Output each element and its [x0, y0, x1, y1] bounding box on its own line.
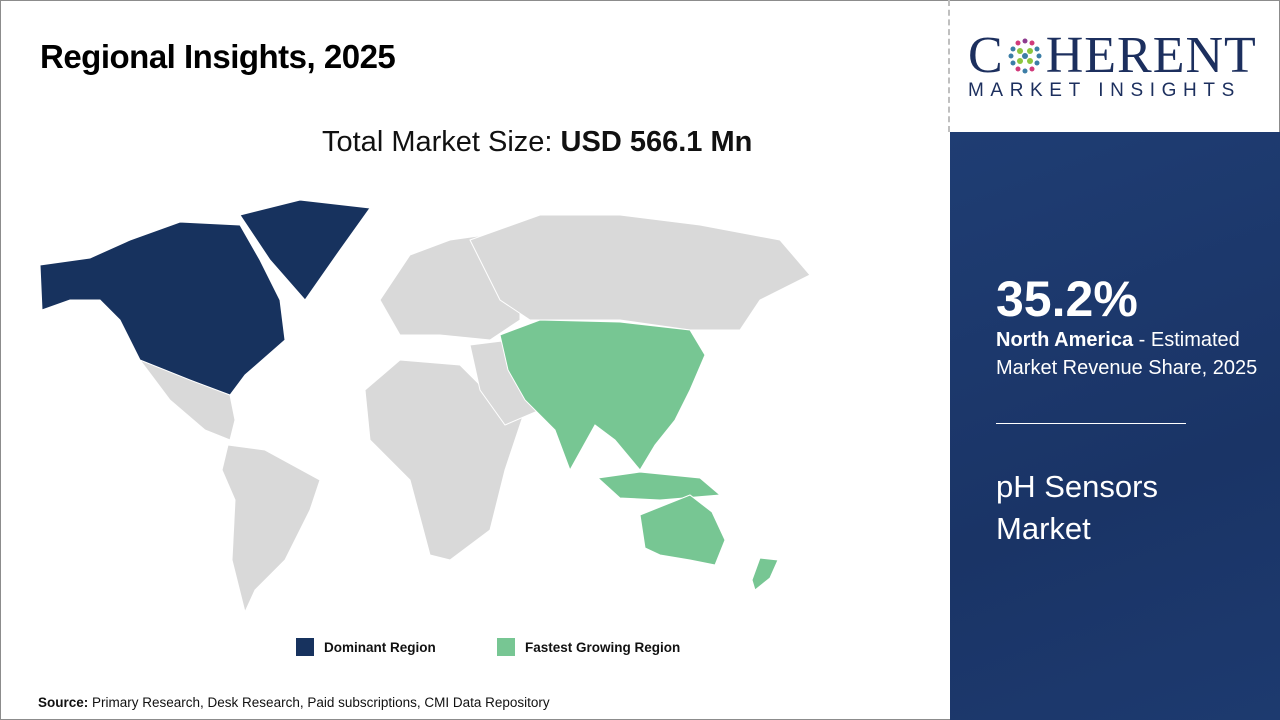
logo-tagline: MARKET INSIGHTS [968, 80, 1241, 101]
share-percent: 35.2% [996, 271, 1138, 327]
share-desc-text: - Estimated Market Revenue Share, 2025 [996, 329, 1258, 379]
info-panel [950, 132, 1280, 720]
map-region-africa [364, 359, 526, 561]
total-value: USD 566.1 Mn [560, 126, 753, 158]
source-note: Source: Primary Research, Desk Research,… [38, 695, 550, 710]
legend-swatch [296, 638, 314, 656]
legend-fastest: Fastest Growing Region [497, 638, 680, 656]
total-label: Total Market Size: [322, 126, 561, 158]
map-region-asia [499, 319, 706, 472]
page-title: Regional Insights, 2025 [40, 38, 396, 75]
panel-divider [996, 423, 1186, 424]
map-region-greenland [239, 199, 371, 301]
map-region-south-america [221, 444, 321, 614]
share-region: North America [996, 329, 1134, 351]
share-description: North America - Estimated Market Revenue… [996, 326, 1266, 382]
total-market-size: Total Market Size: USD 566.1 Mn [322, 126, 752, 159]
map-region-russia [469, 214, 811, 331]
map-region-north-america [39, 221, 286, 396]
legend-label: Dominant Region [324, 639, 436, 655]
logo: C HERENT MARKET INSIGHTS [968, 30, 1263, 102]
legend-dominant: Dominant Region [296, 638, 436, 656]
legend-label: Fastest Growing Region [525, 639, 681, 655]
market-name: pH Sensors Market [996, 469, 1158, 546]
map-region-australia [639, 494, 726, 566]
divider [948, 0, 950, 132]
world-map [39, 199, 811, 614]
source-label: Source: [38, 695, 89, 710]
legend-swatch [497, 638, 515, 656]
map-region-indonesia [596, 471, 722, 501]
map-region-new-zealand [751, 557, 779, 591]
globe-icon [1008, 38, 1042, 74]
source-text: Primary Research, Desk Research, Paid su… [88, 695, 550, 710]
logo-wordmark: C HERENT [968, 27, 1257, 84]
